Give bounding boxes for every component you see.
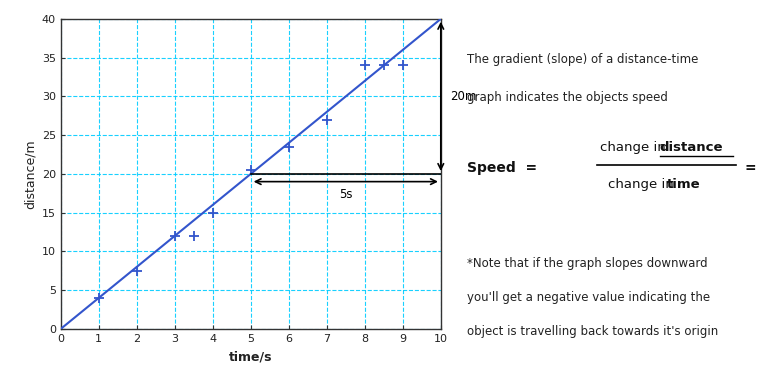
X-axis label: time/s: time/s [229, 351, 273, 364]
Text: 20m: 20m [450, 90, 477, 103]
Text: =: = [745, 161, 756, 175]
Text: Speed  =: Speed = [467, 161, 537, 175]
Text: time: time [667, 178, 701, 191]
Text: *Note that if the graph slopes downward: *Note that if the graph slopes downward [467, 257, 708, 270]
Text: graph indicates the objects speed: graph indicates the objects speed [467, 91, 668, 104]
Text: 5s: 5s [339, 188, 353, 201]
Text: change in: change in [600, 141, 670, 154]
Text: change in: change in [608, 178, 678, 191]
Text: you'll get a negative value indicating the: you'll get a negative value indicating t… [467, 291, 711, 304]
Text: The gradient (slope) of a distance-time: The gradient (slope) of a distance-time [467, 53, 698, 66]
Text: object is travelling back towards it's origin: object is travelling back towards it's o… [467, 325, 719, 338]
Y-axis label: distance/m: distance/m [24, 139, 36, 209]
Text: distance: distance [660, 141, 724, 154]
